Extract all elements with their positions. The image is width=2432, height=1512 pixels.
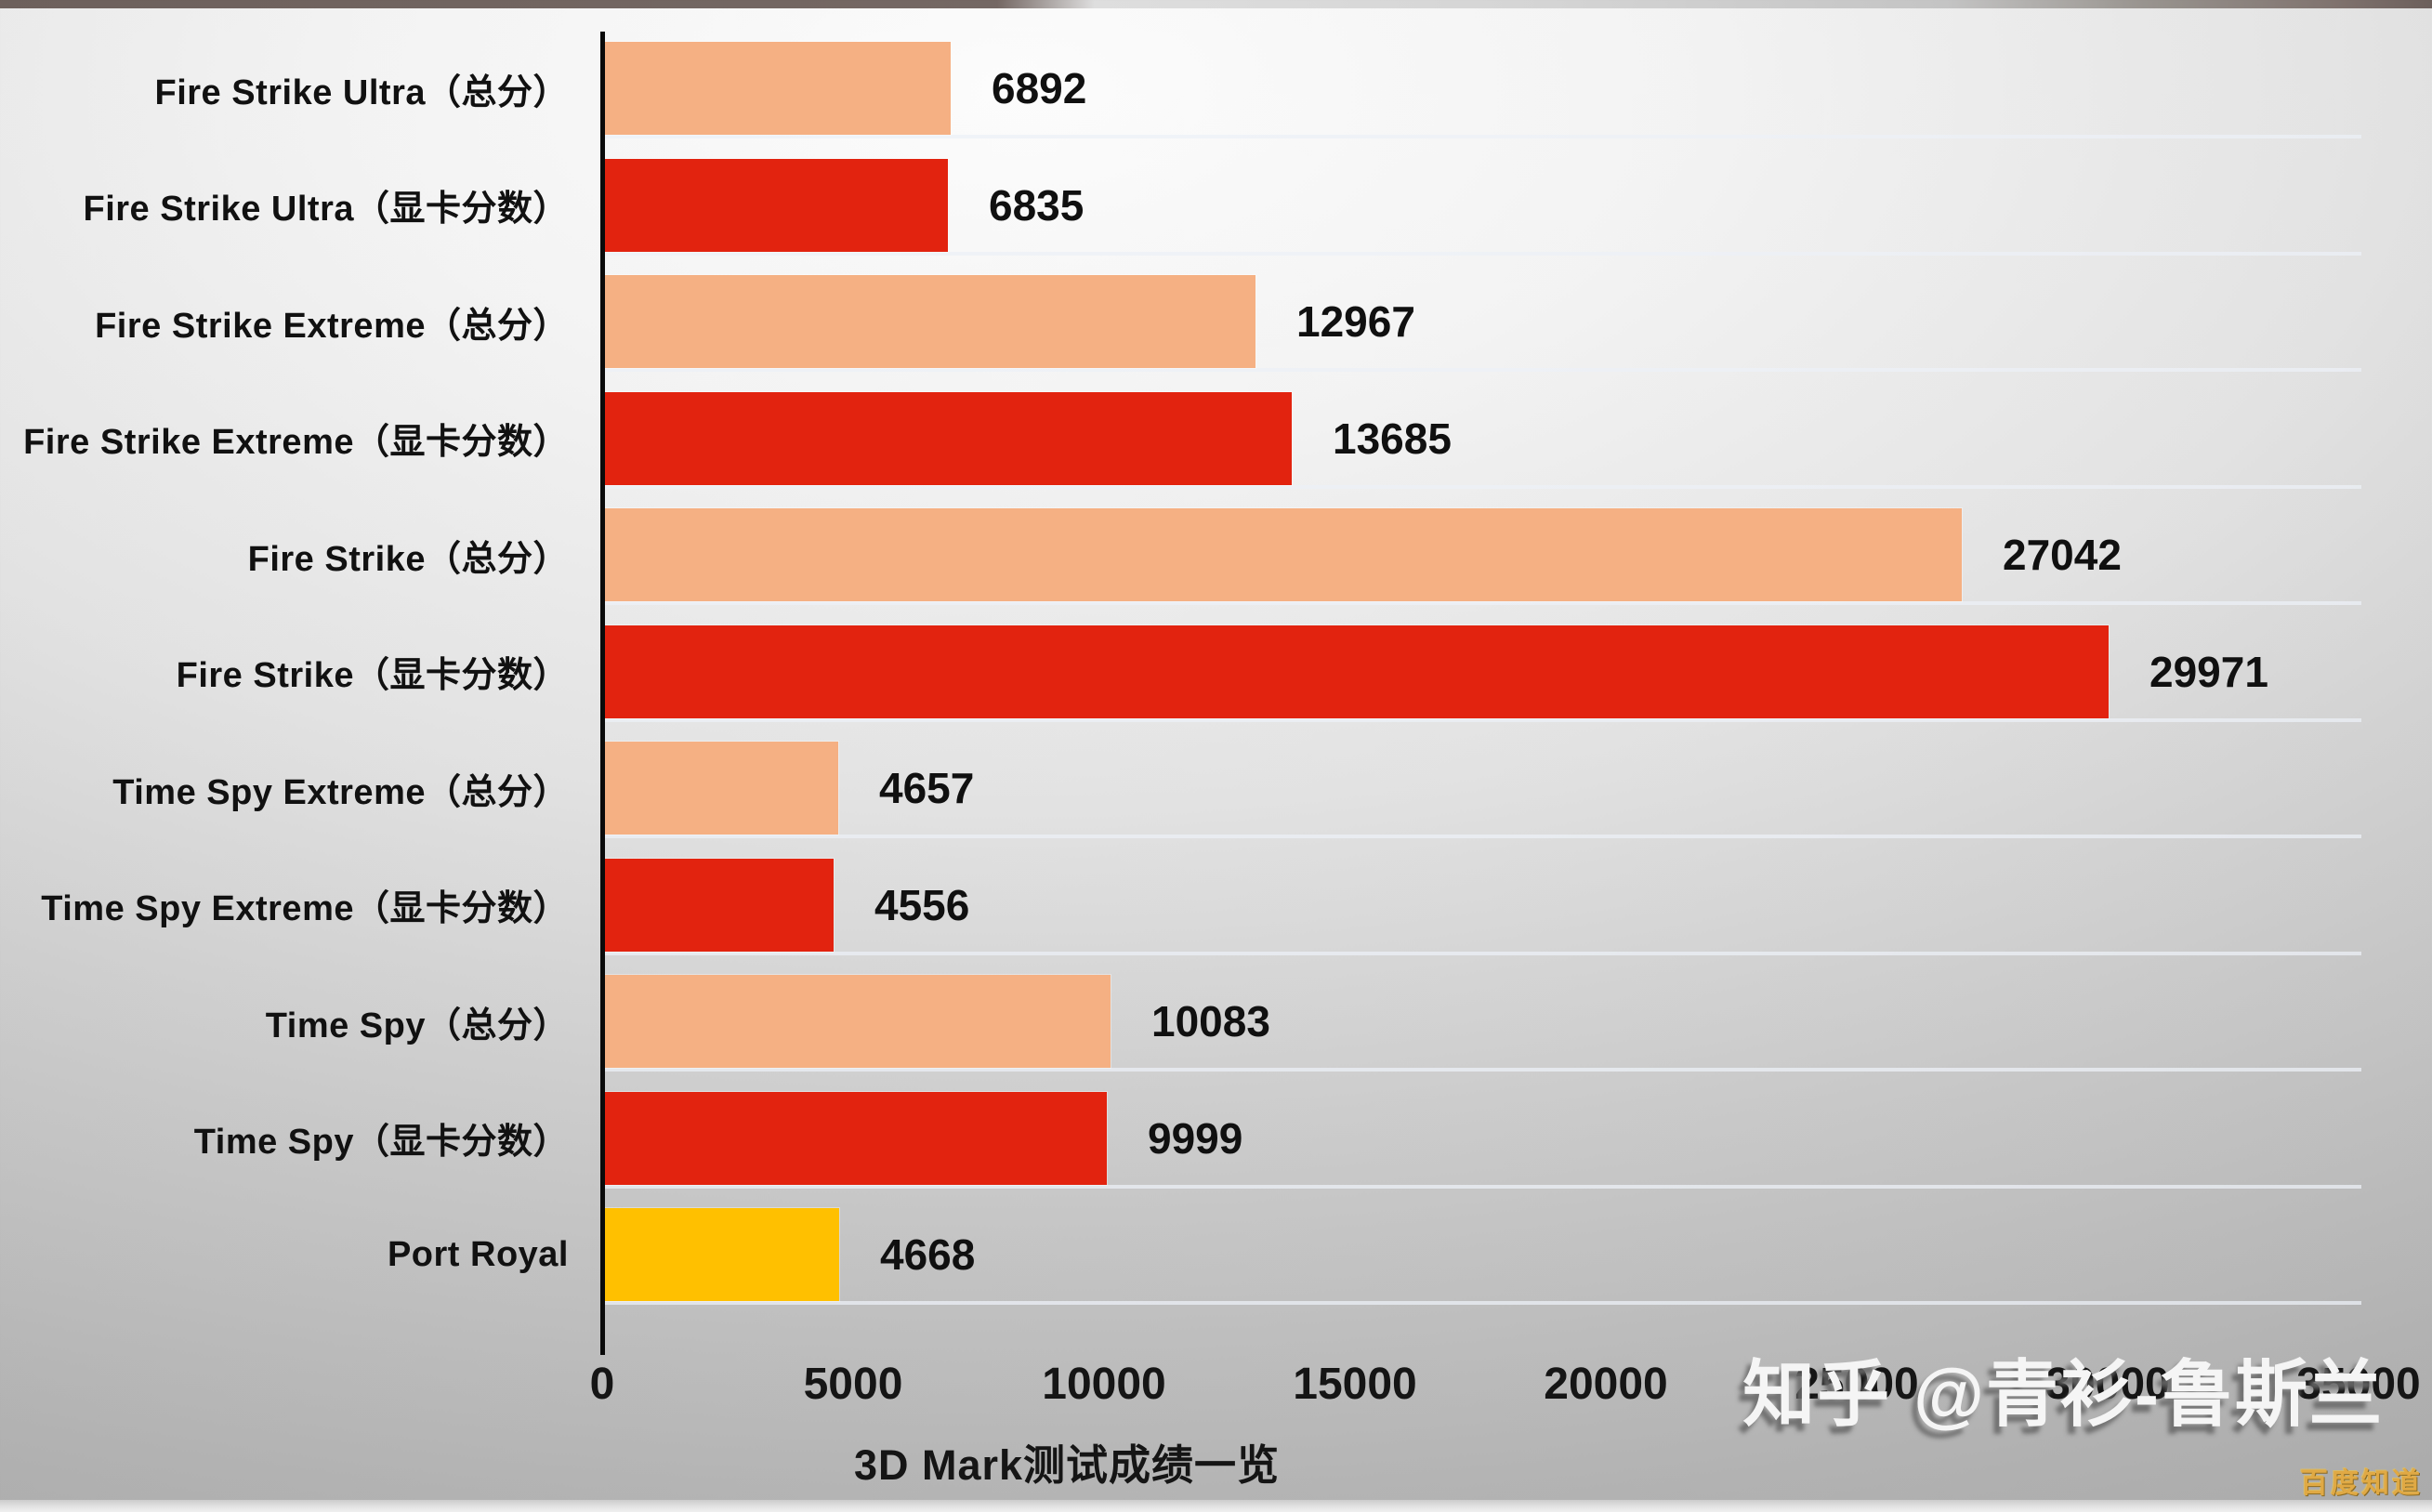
category-label: Fire Strike（总分） (247, 539, 569, 579)
top-edge-artifact-strip (0, 0, 2432, 8)
value-label: 13685 (1333, 414, 1452, 463)
baidu-zhidao-watermark: 百度知道 (2300, 1468, 2423, 1499)
chart-title: 3D Mark测试成绩一览 (853, 1441, 1281, 1489)
x-tick-label: 25000 (1794, 1360, 1919, 1409)
chart-row: Port Royal 4668 (0, 1208, 2432, 1305)
bar (605, 275, 1255, 368)
row-separator-line (605, 484, 2361, 489)
chart-row: Fire Strike Extreme（显卡分数） 13685 (0, 391, 2432, 489)
value-label: 4657 (879, 764, 975, 812)
x-tick-label: 5000 (803, 1360, 903, 1409)
category-label: Fire Strike Ultra（总分） (154, 72, 569, 112)
bar (605, 42, 951, 135)
category-label: Time Spy Extreme（显卡分数） (41, 889, 569, 928)
chart-row: Fire Strike（总分） 27042 (0, 508, 2432, 605)
bar (605, 1208, 839, 1301)
category-label: Time Spy（显卡分数） (193, 1123, 569, 1162)
value-label: 27042 (2003, 531, 2122, 579)
value-label: 6835 (989, 180, 1085, 230)
value-label: 12967 (1296, 297, 1415, 346)
x-tick-label: 0 (589, 1360, 615, 1409)
row-separator-line (605, 951, 2361, 955)
chart-row: Time Spy（总分） 10083 (0, 975, 2432, 1072)
bar (605, 742, 838, 835)
value-label: 4668 (880, 1230, 976, 1279)
y-axis-line (600, 32, 605, 1355)
value-label: 9999 (1148, 1113, 1243, 1163)
bar (605, 858, 834, 952)
row-separator-line (605, 835, 2361, 838)
zhihu-watermark: 知乎 @青衫-鲁斯兰 (1742, 1353, 2384, 1435)
value-label: 4556 (874, 880, 970, 929)
category-label: Fire Strike Ultra（显卡分数） (83, 190, 569, 229)
bar (605, 158, 948, 252)
chart-row: Fire Strike Extreme（总分） 12967 (0, 275, 2432, 372)
chart-row: Time Spy Extreme（总分） 4657 (0, 742, 2432, 838)
chart-row: Fire Strike（显卡分数） 29971 (0, 625, 2432, 722)
row-separator-line (605, 251, 2361, 256)
bar (605, 391, 1292, 485)
bar (605, 508, 1962, 601)
bottom-edge-artifact-strip (0, 1500, 2432, 1512)
row-separator-line (605, 601, 2361, 605)
row-separator-line (605, 135, 2361, 138)
category-label: Fire Strike Extreme（总分） (95, 306, 569, 346)
chart-row: Fire Strike Ultra（显卡分数） 6835 (0, 158, 2432, 256)
category-label: Fire Strike（显卡分数） (176, 656, 569, 695)
row-separator-line (605, 1301, 2361, 1305)
category-label: Fire Strike Extreme（显卡分数） (23, 423, 569, 462)
row-separator-line (605, 717, 2361, 722)
x-tick-label: 15000 (1293, 1360, 1417, 1409)
bar (605, 625, 2109, 718)
value-label: 6892 (992, 64, 1087, 112)
category-label: Time Spy Extreme（总分） (112, 772, 569, 812)
category-label: Port Royal (387, 1234, 569, 1274)
x-tick-label: 10000 (1042, 1360, 1166, 1409)
row-separator-line (605, 368, 2361, 372)
chart-row: Time Spy Extreme（显卡分数） 4556 (0, 858, 2432, 955)
chart-row: Fire Strike Ultra（总分） 6892 (0, 42, 2432, 138)
row-separator-line (605, 1068, 2361, 1072)
chart-row: Time Spy（显卡分数） 9999 (0, 1091, 2432, 1189)
x-tick-label: 30000 (2045, 1360, 2170, 1409)
value-label: 10083 (1151, 997, 1270, 1045)
value-label: 29971 (2149, 647, 2268, 696)
category-label: Time Spy（总分） (265, 1006, 569, 1045)
x-tick-label: 20000 (1544, 1360, 1668, 1409)
bar (605, 975, 1111, 1068)
bar (605, 1091, 1107, 1185)
x-tick-label: 35000 (2296, 1360, 2421, 1409)
row-separator-line (605, 1184, 2361, 1189)
